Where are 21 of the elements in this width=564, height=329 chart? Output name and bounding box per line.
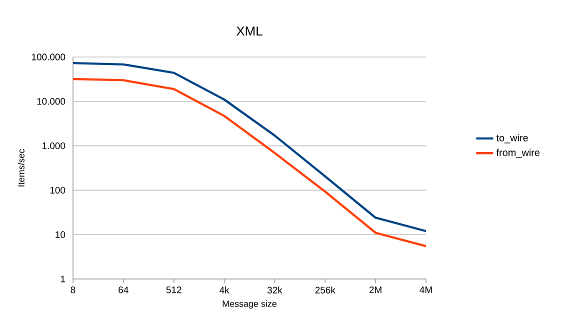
legend-label: from_wire [496, 148, 540, 158]
y-tick-label: 10 [56, 231, 66, 238]
y-tick-label: 100.000 [32, 54, 66, 60]
x-tick-label: 8 [70, 286, 76, 294]
x-tick-label: 4k [220, 286, 230, 294]
legend-label: to_wire [496, 134, 528, 144]
line-series [73, 78, 426, 248]
x-tick-label: 512 [166, 286, 182, 294]
x-tick-label: 32k [267, 286, 282, 294]
x-tick-label: 64 [118, 286, 128, 294]
y-tick-label: 10.000 [37, 98, 66, 105]
y-axis-title: Items/sec [18, 149, 24, 186]
chart-title: XML [236, 26, 262, 36]
x-tick-label: 4M [420, 286, 432, 294]
y-tick-label: 1 [60, 276, 66, 282]
line-series [73, 62, 426, 232]
x-axis-title: Message size [222, 300, 276, 309]
x-tick-label: 2M [369, 286, 382, 294]
y-tick-label: 1.000 [42, 142, 66, 150]
x-tick-label: 256k [315, 286, 336, 294]
y-tick-label: 100 [50, 186, 66, 194]
